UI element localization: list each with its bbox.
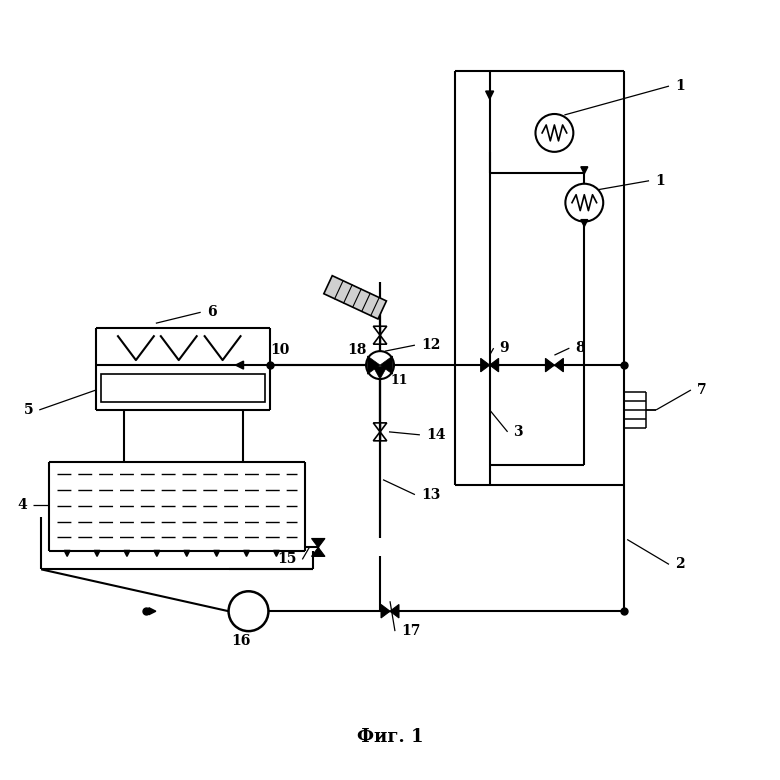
Polygon shape xyxy=(311,548,325,556)
Polygon shape xyxy=(149,608,156,615)
Polygon shape xyxy=(581,220,588,226)
Polygon shape xyxy=(243,551,250,556)
Text: 7: 7 xyxy=(697,383,707,397)
Polygon shape xyxy=(581,167,588,174)
Text: 13: 13 xyxy=(421,488,440,502)
Polygon shape xyxy=(486,91,494,99)
Polygon shape xyxy=(490,358,498,372)
Text: 12: 12 xyxy=(421,339,440,352)
Text: 6: 6 xyxy=(207,305,216,319)
Text: 8: 8 xyxy=(576,341,585,355)
Text: 10: 10 xyxy=(271,343,290,357)
Text: 9: 9 xyxy=(500,341,509,355)
Text: 11: 11 xyxy=(390,374,407,387)
Polygon shape xyxy=(545,358,555,372)
Polygon shape xyxy=(94,551,100,556)
Polygon shape xyxy=(480,358,490,372)
Circle shape xyxy=(366,351,394,379)
Text: 16: 16 xyxy=(231,634,250,648)
Polygon shape xyxy=(555,358,563,372)
Text: 15: 15 xyxy=(277,552,296,566)
Polygon shape xyxy=(64,551,70,556)
Polygon shape xyxy=(390,604,399,618)
Polygon shape xyxy=(184,551,190,556)
Circle shape xyxy=(229,591,268,631)
Polygon shape xyxy=(373,367,387,379)
Polygon shape xyxy=(380,356,392,374)
Polygon shape xyxy=(367,356,380,374)
Text: 4: 4 xyxy=(17,498,27,512)
Circle shape xyxy=(536,114,573,152)
Polygon shape xyxy=(381,604,390,618)
Text: 17: 17 xyxy=(401,624,420,638)
Circle shape xyxy=(566,184,603,222)
Text: 1: 1 xyxy=(655,174,665,188)
Polygon shape xyxy=(124,551,130,556)
Bar xyxy=(324,275,386,319)
Text: 3: 3 xyxy=(513,425,523,439)
Bar xyxy=(101,374,265,402)
Text: 1: 1 xyxy=(675,79,685,93)
Polygon shape xyxy=(214,551,220,556)
Text: 5: 5 xyxy=(23,403,34,417)
Text: 18: 18 xyxy=(347,343,367,357)
Polygon shape xyxy=(236,361,243,369)
Text: 2: 2 xyxy=(675,558,685,572)
Polygon shape xyxy=(311,538,325,548)
Polygon shape xyxy=(154,551,160,556)
Polygon shape xyxy=(274,551,279,556)
Text: Фиг. 1: Фиг. 1 xyxy=(356,728,424,746)
Text: 14: 14 xyxy=(426,428,445,441)
